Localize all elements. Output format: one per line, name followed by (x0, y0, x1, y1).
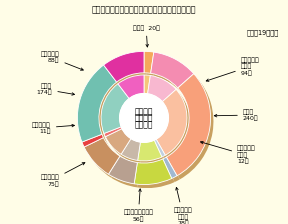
Wedge shape (108, 132, 134, 158)
Wedge shape (121, 138, 141, 160)
Wedge shape (138, 140, 162, 161)
Text: 屋内タンク
貯蔵所
12件: 屋内タンク 貯蔵所 12件 (200, 141, 256, 164)
Wedge shape (154, 139, 165, 157)
Wedge shape (169, 77, 213, 179)
Wedge shape (109, 156, 137, 184)
Text: 流出事故: 流出事故 (135, 107, 153, 116)
Text: 移動タンク貯蔵所
56件: 移動タンク貯蔵所 56件 (123, 189, 153, 222)
Wedge shape (144, 51, 154, 73)
Wedge shape (121, 79, 147, 102)
Wedge shape (101, 84, 129, 134)
Wedge shape (137, 163, 175, 188)
Wedge shape (147, 55, 157, 77)
Text: 発生総数: 発生総数 (135, 113, 153, 123)
Wedge shape (163, 157, 177, 179)
Text: 一般取扱所
88件: 一般取扱所 88件 (41, 51, 83, 70)
Wedge shape (85, 138, 106, 151)
Wedge shape (107, 130, 125, 140)
Wedge shape (107, 55, 147, 86)
Wedge shape (80, 69, 120, 146)
Text: （平成19年中）: （平成19年中） (247, 29, 279, 36)
Wedge shape (151, 52, 194, 88)
Wedge shape (134, 159, 172, 185)
Wedge shape (105, 129, 131, 154)
Wedge shape (159, 93, 190, 159)
Wedge shape (147, 75, 176, 102)
Wedge shape (104, 51, 144, 82)
Wedge shape (124, 142, 143, 164)
Wedge shape (156, 89, 187, 155)
Wedge shape (141, 144, 165, 164)
Wedge shape (157, 143, 168, 161)
Wedge shape (154, 56, 197, 92)
Wedge shape (166, 74, 211, 176)
Text: ４３４件: ４３４件 (135, 120, 153, 129)
Wedge shape (104, 87, 132, 137)
Wedge shape (144, 75, 150, 94)
Wedge shape (87, 141, 123, 178)
Wedge shape (104, 127, 122, 137)
Wedge shape (84, 138, 120, 174)
Wedge shape (147, 79, 153, 97)
Text: 移送取扱所
11件: 移送取扱所 11件 (32, 122, 74, 134)
Text: 取扱所
174件: 取扱所 174件 (37, 83, 75, 95)
Text: 地下タンク
貯蔵所
78件: 地下タンク 貯蔵所 78件 (174, 187, 193, 224)
Wedge shape (82, 134, 103, 147)
Text: 第１－２－８図　危険物施設別流出事故発生件数: 第１－２－８図 危険物施設別流出事故発生件数 (92, 6, 196, 15)
Wedge shape (111, 160, 140, 187)
Wedge shape (150, 79, 179, 105)
Text: 製造所  20件: 製造所 20件 (133, 25, 160, 47)
Wedge shape (77, 65, 117, 142)
Wedge shape (166, 161, 180, 182)
Text: 給油取扱所
75件: 給油取扱所 75件 (41, 163, 85, 187)
Text: 屋外タンク
貯蔵所
94件: 屋外タンク 貯蔵所 94件 (206, 57, 259, 81)
Wedge shape (118, 75, 144, 99)
Circle shape (120, 94, 168, 142)
Text: 貯蔵所
240件: 貯蔵所 240件 (214, 109, 258, 121)
